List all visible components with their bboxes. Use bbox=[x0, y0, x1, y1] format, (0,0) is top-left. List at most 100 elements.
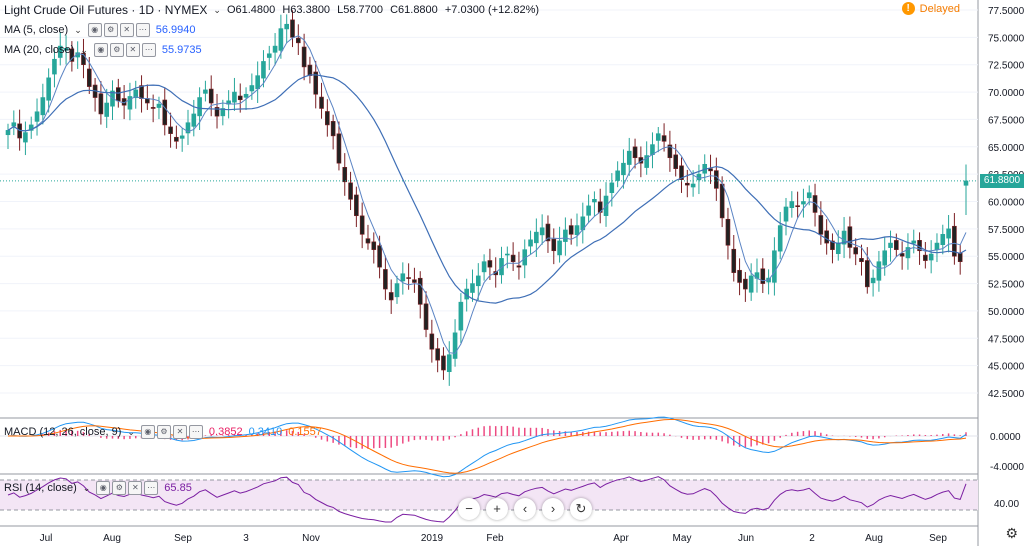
candle-body bbox=[835, 242, 841, 255]
candle-body bbox=[104, 102, 110, 117]
candle-body bbox=[592, 199, 597, 203]
eye-icon[interactable]: ◉ bbox=[96, 481, 111, 495]
candle-body bbox=[388, 292, 394, 301]
candle-body bbox=[911, 240, 917, 244]
candle-body bbox=[127, 96, 133, 110]
candle-body bbox=[214, 107, 220, 117]
gear-icon[interactable]: ⚙ bbox=[1005, 525, 1018, 541]
settings-icon[interactable]: ⚙ bbox=[109, 43, 124, 57]
candles bbox=[5, 10, 969, 386]
chevron-down-icon[interactable]: ⌄ bbox=[213, 4, 221, 15]
ma20-value: 55.9735 bbox=[161, 44, 202, 56]
candle-body bbox=[864, 260, 870, 288]
ma20-legend: MA (20, close) ⌄ ◉ ⚙ ✕ ⋯ 55.9735 bbox=[4, 43, 202, 57]
candle-body bbox=[325, 111, 330, 126]
candle-body bbox=[69, 48, 75, 62]
more-icon[interactable]: ⋯ bbox=[188, 425, 203, 439]
time-tick-label: 2019 bbox=[421, 533, 444, 544]
time-tick-label: Aug bbox=[103, 533, 121, 544]
more-icon[interactable]: ⋯ bbox=[144, 481, 159, 495]
settings-icon[interactable]: ⚙ bbox=[103, 23, 118, 37]
candle-body bbox=[853, 247, 858, 255]
candle-body bbox=[429, 333, 435, 350]
eye-icon[interactable]: ◉ bbox=[93, 43, 108, 57]
candle-body bbox=[830, 240, 835, 250]
macd-tick-label: -4.0000 bbox=[990, 462, 1024, 473]
delayed-badge[interactable]: ! Delayed bbox=[901, 2, 960, 15]
ma20-label[interactable]: MA (20, close) bbox=[4, 44, 75, 56]
candle-body bbox=[557, 240, 562, 256]
price-tick-label: 72.5000 bbox=[988, 61, 1024, 72]
candle-body bbox=[57, 45, 63, 58]
price-tick-label: 77.5000 bbox=[988, 6, 1024, 17]
price-tick-label: 67.5000 bbox=[988, 115, 1024, 126]
candle-body bbox=[545, 223, 551, 242]
candle-body bbox=[348, 182, 353, 200]
candle-body bbox=[261, 61, 266, 79]
chevron-down-icon[interactable]: ⌄ bbox=[74, 24, 82, 35]
candle-body bbox=[551, 238, 557, 252]
time-tick-label: May bbox=[673, 533, 692, 544]
price-tick-label: 70.0000 bbox=[988, 88, 1024, 99]
candle-body bbox=[179, 135, 185, 139]
candle-body bbox=[789, 201, 795, 208]
candle-body bbox=[162, 99, 168, 126]
candle-body bbox=[220, 108, 226, 117]
scroll-left-button[interactable]: ‹ bbox=[514, 498, 536, 520]
candle-body bbox=[946, 228, 951, 239]
candle-body bbox=[685, 182, 690, 186]
candle-body bbox=[365, 238, 371, 244]
rsi-legend: RSI (14, close) ⌄ ◉ ⚙ ✕ ⋯ 65.85 bbox=[4, 481, 192, 495]
eye-icon[interactable]: ◉ bbox=[140, 425, 155, 439]
time-tick-label: Jul bbox=[40, 533, 53, 544]
zoom-out-button[interactable]: − bbox=[458, 498, 480, 520]
close-icon[interactable]: ✕ bbox=[125, 43, 140, 57]
candle-body bbox=[783, 206, 789, 222]
settings-icon[interactable]: ⚙ bbox=[156, 425, 171, 439]
reset-button[interactable]: ↻ bbox=[570, 498, 592, 520]
candle-body bbox=[568, 225, 574, 235]
more-icon[interactable]: ⋯ bbox=[141, 43, 156, 57]
candle-body bbox=[359, 215, 365, 235]
zoom-in-button[interactable]: + bbox=[486, 498, 508, 520]
candle-body bbox=[307, 64, 313, 76]
ma5-label[interactable]: MA (5, close) bbox=[4, 24, 69, 36]
eye-icon[interactable]: ◉ bbox=[87, 23, 102, 37]
chevron-down-icon[interactable]: ⌄ bbox=[80, 44, 88, 55]
ma20-line bbox=[7, 74, 967, 304]
candle-body bbox=[806, 192, 812, 199]
candle-body bbox=[296, 37, 301, 44]
candle-body bbox=[801, 201, 806, 205]
close-icon[interactable]: ✕ bbox=[172, 425, 187, 439]
symbol-title[interactable]: Light Crude Oil Futures · 1D · NYMEX bbox=[4, 3, 208, 17]
time-tick-label: Sep bbox=[929, 533, 947, 544]
candle-body bbox=[243, 93, 249, 98]
macd-label[interactable]: MACD (12, 26, close, 9) bbox=[4, 426, 122, 438]
settings-icon[interactable]: ⚙ bbox=[112, 481, 127, 495]
candle-body bbox=[5, 130, 11, 136]
candle-body bbox=[923, 254, 928, 261]
candle-body bbox=[40, 97, 46, 116]
delayed-label: Delayed bbox=[919, 2, 960, 15]
close-icon[interactable]: ✕ bbox=[128, 481, 143, 495]
candle-body bbox=[876, 261, 882, 281]
close-icon[interactable]: ✕ bbox=[119, 23, 134, 37]
candle-body bbox=[423, 303, 429, 330]
scroll-right-button[interactable]: › bbox=[542, 498, 564, 520]
rsi-tick-label: 40.00 bbox=[994, 499, 1019, 510]
candle-body bbox=[534, 231, 539, 244]
candle-body bbox=[174, 136, 179, 142]
more-icon[interactable]: ⋯ bbox=[135, 23, 150, 37]
chevron-down-icon[interactable]: ⌄ bbox=[127, 426, 135, 437]
candle-body bbox=[690, 183, 696, 188]
candle-body bbox=[824, 230, 829, 244]
candle-body bbox=[539, 227, 545, 236]
candle-body bbox=[197, 97, 202, 117]
candle-body bbox=[412, 279, 417, 283]
candle-body bbox=[406, 277, 411, 279]
candle-body bbox=[156, 103, 162, 108]
rsi-label[interactable]: RSI (14, close) bbox=[4, 482, 77, 494]
time-tick-label: 3 bbox=[243, 533, 249, 544]
chevron-down-icon[interactable]: ⌄ bbox=[82, 482, 91, 493]
